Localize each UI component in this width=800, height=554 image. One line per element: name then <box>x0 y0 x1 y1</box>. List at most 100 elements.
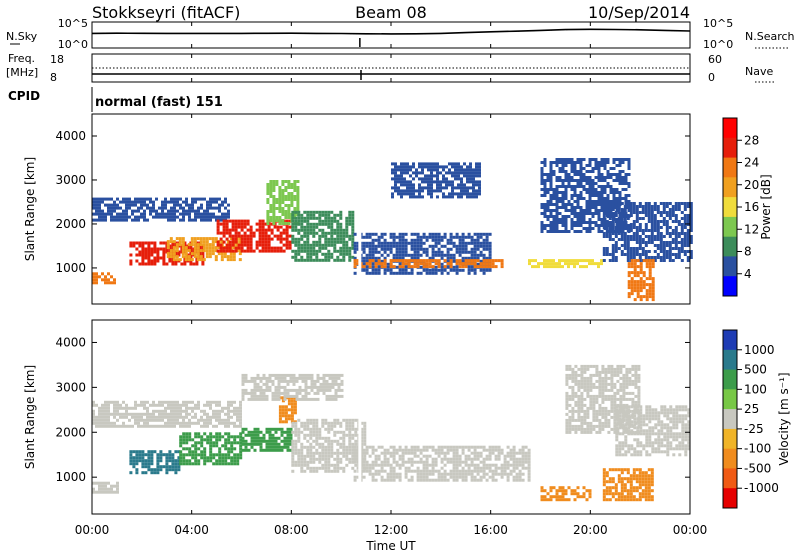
heatmap-cell <box>95 481 98 485</box>
heatmap-cell <box>686 217 690 220</box>
heatmap-cell <box>144 465 148 469</box>
heatmap-cell <box>209 432 213 436</box>
heatmap-cell <box>252 231 256 235</box>
heatmap-cell <box>624 176 628 179</box>
heatmap-cell <box>488 265 492 269</box>
heatmap-cell <box>194 421 197 425</box>
heatmap-cell <box>591 221 595 224</box>
heatmap-cell <box>383 244 387 248</box>
heatmap-cell <box>274 373 278 377</box>
heatmap-cell <box>491 262 495 266</box>
heatmap-cell <box>256 385 260 389</box>
heatmap-cell <box>674 208 678 211</box>
heatmap-cell <box>683 232 687 235</box>
heatmap-cell <box>419 475 423 479</box>
heatmap-cell <box>194 432 198 436</box>
heatmap-cell <box>597 265 600 269</box>
heatmap-cell <box>209 438 213 442</box>
heatmap-cell <box>200 415 203 419</box>
heatmap-cell <box>466 168 469 172</box>
heatmap-cell <box>230 435 234 439</box>
heatmap-cell <box>271 382 275 386</box>
heatmap-cell <box>425 262 429 266</box>
heatmap-cell <box>264 249 268 253</box>
heatmap-cell <box>177 462 181 466</box>
heatmap-cell <box>546 188 550 191</box>
heatmap-cell <box>573 215 577 218</box>
heatmap-cell <box>573 173 577 176</box>
heatmap-cell <box>281 183 285 186</box>
heatmap-cell <box>362 460 366 464</box>
heatmap-cell <box>167 218 170 222</box>
heatmap-cell <box>555 262 558 266</box>
heatmap-cell <box>253 388 257 392</box>
heatmap-cell <box>482 259 486 263</box>
heatmap-cell <box>165 462 169 466</box>
heatmap-cell <box>395 451 399 455</box>
cpid-label: CPID <box>8 89 40 103</box>
heatmap-cell <box>611 256 615 259</box>
heatmap-cell <box>265 448 269 452</box>
heatmap-cell <box>552 215 556 218</box>
heatmap-cell <box>472 180 475 184</box>
heatmap-cell <box>515 466 519 470</box>
heatmap-cell <box>278 210 282 213</box>
heatmap-cell <box>641 229 645 232</box>
heatmap-cell <box>416 454 420 458</box>
heatmap-cell <box>482 475 486 479</box>
heatmap-cell <box>656 253 660 256</box>
heatmap-cell <box>461 469 465 473</box>
heatmap-cell <box>266 198 270 201</box>
heatmap-cell <box>170 415 173 419</box>
heatmap-cell <box>434 244 438 248</box>
heatmap-cell <box>327 231 331 235</box>
heatmap-cell <box>309 460 313 464</box>
heatmap-cell <box>368 445 372 449</box>
heatmap-cell <box>576 212 580 215</box>
heatmap-cell <box>211 246 215 250</box>
heatmap-cell <box>395 463 399 467</box>
heatmap-cell <box>277 373 281 377</box>
heatmap-cell <box>427 192 430 196</box>
heatmap-cell <box>209 447 213 451</box>
heatmap-cell <box>400 165 403 169</box>
heatmap-cell <box>413 454 417 458</box>
heatmap-cell <box>336 225 340 229</box>
heatmap-cell <box>215 400 218 404</box>
heatmap-cell <box>212 435 216 439</box>
heatmap-cell <box>398 454 402 458</box>
heatmap-cell <box>567 498 571 502</box>
heatmap-cell <box>461 460 465 464</box>
heatmap-cell <box>275 207 279 210</box>
heatmap-cell <box>422 247 426 251</box>
heatmap-cell <box>345 457 349 461</box>
heatmap-cell <box>290 402 294 406</box>
heatmap-cell <box>176 418 179 422</box>
heatmap-cell <box>324 237 328 241</box>
heatmap-cell <box>398 472 402 476</box>
heatmap-cell <box>567 161 571 164</box>
heatmap-cell <box>638 253 642 256</box>
heatmap-cell <box>421 168 424 172</box>
heatmap-cell <box>283 436 287 440</box>
heatmap-cell <box>321 231 325 235</box>
heatmap-cell <box>365 463 369 467</box>
heatmap-cell <box>389 445 393 449</box>
heatmap-cell <box>274 388 278 392</box>
heatmap-cell <box>267 243 271 247</box>
heatmap-cell <box>588 203 592 206</box>
heatmap-cell <box>473 451 477 455</box>
heatmap-cell <box>191 203 194 207</box>
heatmap-cell <box>309 445 313 449</box>
heatmap-cell <box>588 262 591 266</box>
heatmap-cell <box>503 463 507 467</box>
heatmap-cell <box>561 489 565 493</box>
heatmap-cell <box>419 448 423 452</box>
heatmap-cell <box>159 247 163 251</box>
heatmap-cell <box>113 403 116 407</box>
heatmap-cell <box>600 230 604 233</box>
heatmap-cell <box>226 240 230 244</box>
heatmap-cell <box>686 214 690 217</box>
heatmap-cell <box>555 212 559 215</box>
heatmap-cell <box>166 246 170 250</box>
